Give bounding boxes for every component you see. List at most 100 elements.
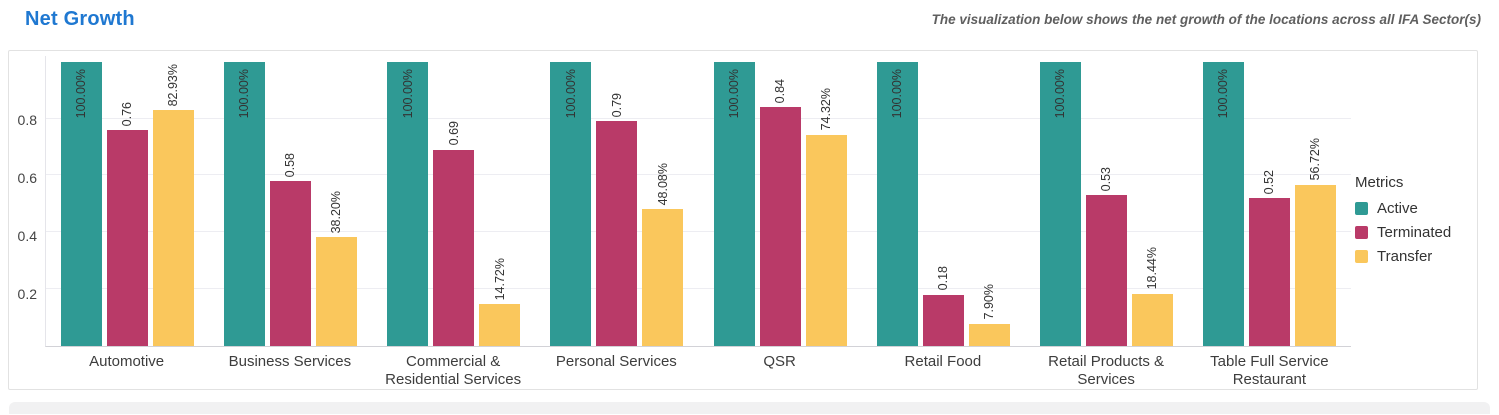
- bar-active[interactable]: 100.00%: [1202, 61, 1244, 346]
- bar-value-label: 0.79: [609, 93, 624, 118]
- bar-value-label: 7.90%: [981, 284, 996, 320]
- bar-group: 100.00% 0.79 48.08%: [535, 56, 698, 346]
- bar-active[interactable]: 100.00%: [550, 61, 592, 346]
- page-title: Net Growth: [25, 8, 135, 30]
- active-swatch-icon: [1355, 202, 1368, 215]
- bar-value-label: 100.00%: [726, 68, 741, 119]
- bar-value-label: 0.18: [935, 266, 950, 291]
- legend: Metrics Active Terminated Transfer: [1351, 56, 1477, 352]
- bar-terminated[interactable]: [270, 181, 312, 346]
- bar-value-label: 82.93%: [166, 63, 181, 107]
- legend-item-terminated[interactable]: Terminated: [1355, 224, 1477, 241]
- x-category-label: Retail Products & Services: [1048, 353, 1165, 388]
- bar-value-label: 0.84: [772, 78, 787, 104]
- bar-terminated[interactable]: [1085, 195, 1127, 346]
- bar-column: 100.00%: [1202, 56, 1244, 346]
- bar-group: 100.00% 0.84 74.32%: [699, 56, 862, 346]
- bar-group: 100.00% 0.52 56.72%: [1188, 56, 1351, 346]
- x-category-label: Automotive: [89, 353, 165, 370]
- bar-active[interactable]: 100.00%: [713, 61, 755, 346]
- bar-transfer[interactable]: [479, 304, 521, 346]
- bar-value-label: 38.20%: [329, 191, 344, 234]
- bar-active[interactable]: 100.00%: [224, 61, 266, 346]
- bar-active[interactable]: 100.00%: [876, 61, 918, 346]
- bar-value-label: 48.08%: [655, 162, 670, 206]
- bar-value-label: 0.53: [1099, 166, 1114, 192]
- bar-transfer[interactable]: [316, 237, 358, 346]
- legend-item-label: Active: [1377, 200, 1418, 217]
- bar-terminated[interactable]: [107, 129, 149, 346]
- bar-column: 18.44%: [1131, 56, 1173, 346]
- bar-column: 48.08%: [642, 56, 684, 346]
- bar-transfer[interactable]: [968, 323, 1010, 346]
- page-subtitle: The visualization below shows the net gr…: [931, 12, 1481, 27]
- grid-line: [46, 174, 1351, 176]
- bar-value-label: 0.69: [446, 121, 461, 146]
- grid-line: [46, 117, 1351, 119]
- grid-line: [46, 288, 1351, 290]
- x-category-label: Table Full Service Restaurant: [1210, 353, 1329, 388]
- plot-area: 100.00% 0.76 82.93% 100.00% 0.58 38.20% 100.00…: [45, 56, 1351, 347]
- bar-value-label: 18.44%: [1145, 247, 1160, 290]
- bar-column: 56.72%: [1294, 56, 1336, 346]
- bar-column: 100.00%: [224, 56, 266, 346]
- y-tick-label: 0.2: [17, 285, 37, 302]
- bar-column: 14.72%: [479, 56, 521, 346]
- x-axis-labels: Automotive Business Services Commercial & …: [45, 353, 1351, 389]
- bar-transfer[interactable]: [1294, 184, 1336, 346]
- grid-line: [46, 231, 1351, 233]
- bar-column: 74.32%: [805, 56, 847, 346]
- bar-transfer[interactable]: [642, 209, 684, 346]
- bar-column: 100.00%: [61, 56, 103, 346]
- bar-group: 100.00% 0.53 18.44%: [1025, 56, 1188, 346]
- x-category-label: Retail Food: [904, 353, 982, 370]
- x-category-label: Personal Services: [555, 353, 677, 370]
- page-header: Net Growth The visualization below shows…: [0, 0, 1499, 50]
- bar-terminated[interactable]: [922, 294, 964, 346]
- bar-group: 100.00% 0.58 38.20%: [209, 56, 372, 346]
- bar-value-label: 0.52: [1262, 169, 1277, 195]
- bar-column: 100.00%: [550, 56, 592, 346]
- bar-column: 0.18: [922, 56, 964, 346]
- bar-transfer[interactable]: [153, 110, 195, 346]
- bar-active[interactable]: 100.00%: [61, 61, 103, 346]
- chart-card: 0.2 0.4 0.6 0.8 100.00% 0.76 82.93% 100.00% 0.5…: [8, 50, 1478, 390]
- bar-group: 100.00% 0.76 82.93%: [46, 56, 209, 346]
- bar-group: 100.00% 0.69 14.72%: [372, 56, 535, 346]
- bar-column: 7.90%: [968, 56, 1010, 346]
- bar-transfer[interactable]: [1131, 293, 1173, 346]
- bar-column: 0.53: [1085, 56, 1127, 346]
- x-category-label: Commercial & Residential Services: [385, 353, 522, 388]
- terminated-swatch-icon: [1355, 226, 1368, 239]
- bar-column: 100.00%: [713, 56, 755, 346]
- legend-item-label: Terminated: [1377, 224, 1452, 241]
- bar-value-label: 100.00%: [1053, 68, 1068, 119]
- bar-value-label: 0.58: [283, 152, 298, 178]
- legend-item-label: Transfer: [1377, 248, 1433, 265]
- legend-title: Metrics: [1355, 174, 1404, 191]
- next-section-edge: [9, 402, 1490, 414]
- bar-terminated[interactable]: [596, 121, 638, 346]
- bar-value-label: 100.00%: [400, 68, 415, 119]
- bar-column: 100.00%: [387, 56, 429, 346]
- bar-group: 100.00% 0.18 7.90%: [862, 56, 1025, 346]
- transfer-swatch-icon: [1355, 250, 1368, 263]
- bar-active[interactable]: 100.00%: [387, 61, 429, 346]
- bar-value-label: 100.00%: [889, 68, 904, 119]
- bar-value-label: 74.32%: [818, 88, 833, 131]
- bar-column: 0.84: [759, 56, 801, 346]
- bar-transfer[interactable]: [805, 134, 847, 346]
- x-category-label: Business Services: [228, 353, 352, 370]
- bar-active[interactable]: 100.00%: [1039, 61, 1081, 346]
- bar-column: 100.00%: [1039, 56, 1081, 346]
- bar-terminated[interactable]: [759, 107, 801, 346]
- bar-value-label: 100.00%: [237, 68, 252, 119]
- bar-groups: 100.00% 0.76 82.93% 100.00% 0.58 38.20% 100.00…: [46, 56, 1351, 346]
- bar-terminated[interactable]: [1248, 198, 1290, 346]
- bar-value-label: 14.72%: [492, 257, 507, 301]
- bar-column: 100.00%: [876, 56, 918, 346]
- legend-item-active[interactable]: Active: [1355, 200, 1477, 217]
- bar-terminated[interactable]: [433, 149, 475, 346]
- legend-item-transfer[interactable]: Transfer: [1355, 248, 1477, 265]
- bar-column: 0.52: [1248, 56, 1290, 346]
